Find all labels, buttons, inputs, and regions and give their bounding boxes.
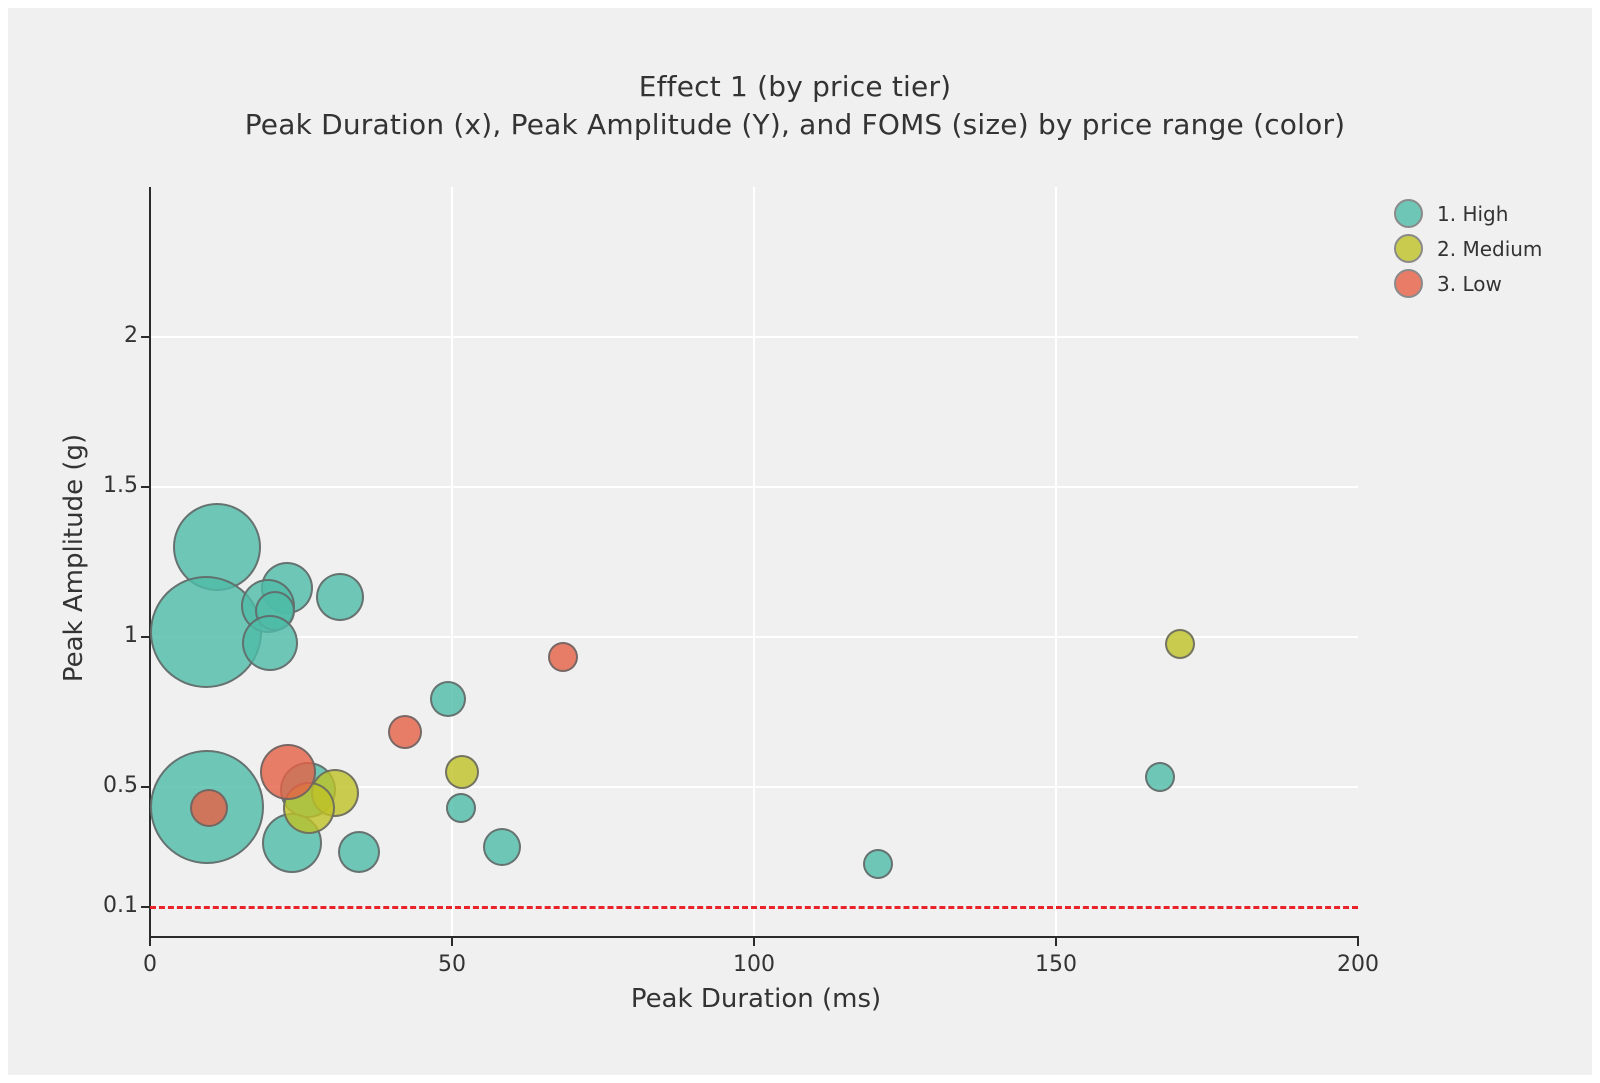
y-tick-2 bbox=[141, 335, 149, 338]
x-tick-label-0: 0 bbox=[143, 952, 157, 977]
legend-item-1-high[interactable]: 1. High bbox=[1394, 196, 1542, 231]
x-tick-0 bbox=[149, 938, 151, 946]
x-tick-100 bbox=[753, 938, 755, 946]
bubble-1-high-10 bbox=[337, 830, 380, 873]
x-axis-line bbox=[149, 936, 1359, 938]
x-tick-label-200: 200 bbox=[1337, 952, 1379, 977]
gridline-y-0.5 bbox=[150, 785, 1358, 788]
bubble-1-high-5 bbox=[242, 614, 299, 671]
bubble-3-low-1 bbox=[190, 788, 229, 827]
y-tick-0.1 bbox=[141, 905, 149, 908]
gridline-y-1.5 bbox=[150, 485, 1358, 488]
bubble-1-high-14 bbox=[862, 848, 893, 879]
x-tick-label-50: 50 bbox=[438, 952, 466, 977]
bubble-1-high-11 bbox=[446, 792, 477, 823]
y-tick-1.5 bbox=[141, 485, 149, 488]
gridline-x-50 bbox=[451, 187, 453, 936]
y-axis-line bbox=[149, 187, 151, 938]
gridline-y-2 bbox=[150, 335, 1358, 338]
y-tick-label-0.1: 0.1 bbox=[103, 892, 138, 918]
bubble-2-medium-3 bbox=[1164, 628, 1195, 659]
bubble-1-high-6 bbox=[316, 572, 365, 621]
x-tick-50 bbox=[451, 938, 453, 946]
y-tick-0.5 bbox=[141, 785, 149, 788]
chart-subtitle: Peak Duration (x), Peak Amplitude (Y), a… bbox=[244, 108, 1346, 141]
x-tick-label-150: 150 bbox=[1035, 952, 1077, 977]
gridline-x-100 bbox=[753, 187, 755, 936]
legend-swatch-icon bbox=[1394, 199, 1423, 228]
bubble-1-high-7 bbox=[429, 680, 466, 717]
legend-label: 3. Low bbox=[1437, 271, 1502, 296]
chart-title: Effect 1 (by price tier) bbox=[638, 70, 952, 103]
gridline-y-1 bbox=[150, 635, 1358, 638]
x-tick-200 bbox=[1357, 938, 1359, 946]
bubble-3-low-0 bbox=[259, 743, 316, 800]
bubble-3-low-2 bbox=[387, 714, 422, 749]
x-axis-title: Peak Duration (ms) bbox=[630, 984, 882, 1014]
legend-swatch-icon bbox=[1394, 269, 1423, 298]
threshold-line bbox=[150, 905, 1358, 909]
y-tick-label-1: 1 bbox=[124, 622, 138, 648]
y-tick-1 bbox=[141, 635, 149, 638]
gridline-x-150 bbox=[1055, 187, 1057, 936]
legend-label: 1. High bbox=[1437, 201, 1509, 226]
legend-label: 2. Medium bbox=[1437, 236, 1543, 261]
y-axis-title: Peak Amplitude (g) bbox=[59, 433, 89, 683]
y-tick-label-1.5: 1.5 bbox=[103, 472, 138, 498]
bubble-1-high-12 bbox=[483, 828, 522, 867]
legend-item-3-low[interactable]: 3. Low bbox=[1394, 266, 1542, 301]
bubble-3-low-3 bbox=[548, 641, 579, 672]
bubble-2-medium-2 bbox=[445, 754, 480, 789]
bubble-1-high-15 bbox=[1144, 761, 1175, 792]
x-tick-label-100: 100 bbox=[733, 952, 775, 977]
legend: 1. High 2. Medium 3. Low bbox=[1394, 196, 1542, 301]
legend-item-2-medium[interactable]: 2. Medium bbox=[1394, 231, 1542, 266]
y-tick-label-0.5: 0.5 bbox=[103, 772, 138, 798]
x-tick-150 bbox=[1055, 938, 1057, 946]
y-tick-label-2: 2 bbox=[124, 322, 138, 348]
figure-background bbox=[8, 8, 1592, 1075]
legend-swatch-icon bbox=[1394, 234, 1423, 263]
bubble-1-high-0 bbox=[173, 502, 262, 591]
